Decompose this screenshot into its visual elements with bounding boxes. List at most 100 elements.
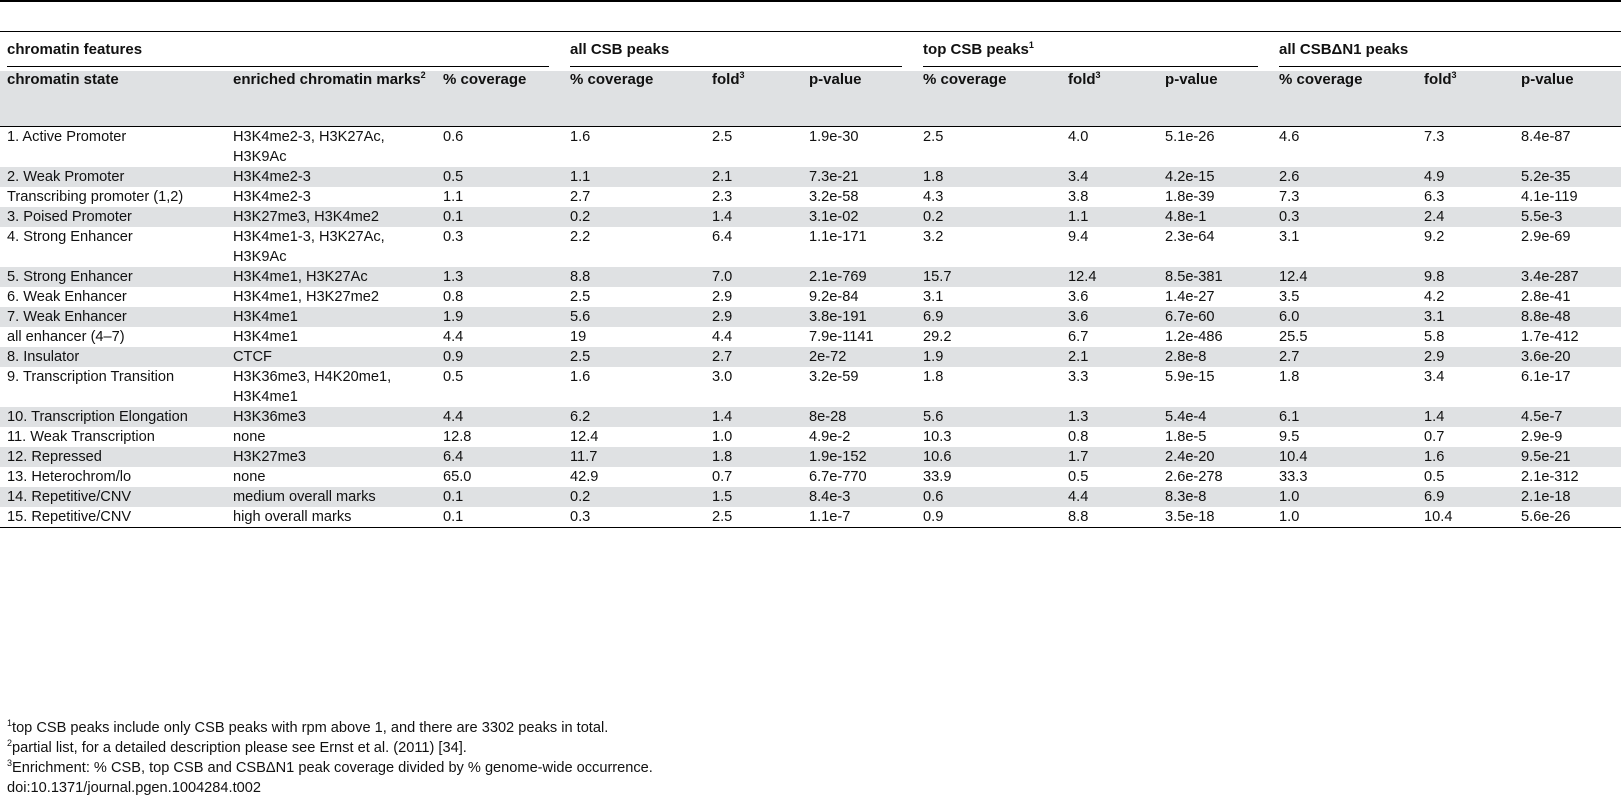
table-cell: 4.4 xyxy=(443,329,464,345)
table-cell: 12.8 xyxy=(443,429,472,445)
table-cell: 2. Weak Promoter xyxy=(0,167,226,187)
table-cell: H3K4me2-3 xyxy=(233,189,311,205)
table-row: 1. Active Promoter H3K4me2-3, H3K27Ac, H3… xyxy=(0,127,1621,168)
table-cell: 4.8e-1 xyxy=(1158,207,1273,227)
table-cell: 12.4 xyxy=(570,429,599,445)
table-cell: 3.1 xyxy=(923,289,944,305)
column-header: % coverage xyxy=(1272,71,1418,127)
table-cell: 13. Heterochrom/lo xyxy=(7,469,132,485)
table-cell: 9.5e-21 xyxy=(1514,447,1621,467)
table-cell: 2e-72 xyxy=(802,347,917,367)
table-cell: 2.5 xyxy=(712,129,733,145)
column-header: % coverage xyxy=(563,71,705,127)
column-header-row: chromatin state enriched chromatin marks2… xyxy=(0,71,1621,127)
table-cell: 1.4e-27 xyxy=(1165,289,1215,305)
column-header: p-value xyxy=(1158,71,1273,127)
table-row: 15. Repetitive/CNV high overall marks 0.1 0… xyxy=(0,507,1621,528)
table-cell: 1.8 xyxy=(1279,369,1300,385)
table-cell: 4.5e-7 xyxy=(1514,407,1621,427)
table-cell: 6.3 xyxy=(1424,189,1445,205)
table-row: Transcribing promoter (1,2) H3K4me2-3 1.1 2… xyxy=(0,187,1621,207)
table-footnotes: 1top CSB peaks include only CSB peaks wi… xyxy=(7,718,653,798)
group-header-all-csb-peaks: all CSB peaks xyxy=(563,31,917,71)
table-row: 9. Transcription Transition H3K36me3, H4K… xyxy=(0,367,1621,407)
table-cell: 7.3e-21 xyxy=(802,167,917,187)
table-cell: 1.5 xyxy=(705,487,802,507)
table-cell: Transcribing promoter (1,2) xyxy=(7,189,184,205)
table-cell: 19 xyxy=(570,329,587,345)
table-cell: H3K4me2-3, H3K27Ac, H3K9Ac xyxy=(233,129,385,165)
table-cell: 3.3 xyxy=(1068,369,1089,385)
table-cell: 11.7 xyxy=(563,447,705,467)
column-header: fold3 xyxy=(705,71,802,127)
table-cell: 1.1e-171 xyxy=(809,229,867,245)
table-row: 13. Heterochrom/lo none 65.0 42.9 0.7 6.7e-77… xyxy=(0,467,1621,487)
table-cell: 1.9 xyxy=(436,307,563,327)
table-cell: 0.1 xyxy=(436,207,563,227)
table-cell: 3.4e-287 xyxy=(1514,267,1621,287)
column-header: enriched chromatin marks2 xyxy=(226,71,436,127)
table-row: all enhancer (4–7) H3K4me1 4.4 19 4.4 7.9e-11… xyxy=(0,327,1621,347)
table-cell: H3K4me1 xyxy=(226,307,436,327)
table-cell: 33.3 xyxy=(1279,469,1308,485)
table-cell: 0.1 xyxy=(436,507,563,528)
column-header: % coverage xyxy=(436,71,563,127)
table-cell: 5.8 xyxy=(1424,329,1445,345)
table-cell: 8.8 xyxy=(1061,507,1159,528)
top-rule xyxy=(0,0,1621,2)
table-cell: 3.8e-191 xyxy=(802,307,917,327)
table-cell: 1.4 xyxy=(705,207,802,227)
table-cell: 4.3 xyxy=(923,189,944,205)
table-cell: 3.4 xyxy=(1424,369,1445,385)
table-cell: 10. Transcription Elongation xyxy=(0,407,226,427)
table-cell: 1.8 xyxy=(916,167,1062,187)
table-cell: 1.8 xyxy=(705,447,802,467)
table-cell: 2.9 xyxy=(712,289,733,305)
table-cell: 7.9e-1141 xyxy=(809,329,874,345)
table-cell: H3K4me1 xyxy=(233,329,298,345)
table-row: 12. Repressed H3K27me3 6.4 11.7 1.8 1.9e-152 1… xyxy=(0,447,1621,467)
table-cell: 2.5 xyxy=(563,347,705,367)
table-cell: 3.4 xyxy=(1061,167,1159,187)
table-cell: 6.1 xyxy=(1272,407,1418,427)
table-cell: 6.9 xyxy=(916,307,1062,327)
table-cell: 0.9 xyxy=(916,507,1062,528)
table-cell: 4.4 xyxy=(436,407,563,427)
table-cell: 25.5 xyxy=(1279,329,1308,345)
table-cell: 1.2e-486 xyxy=(1165,329,1223,345)
table-cell: 4. Strong Enhancer xyxy=(7,229,133,245)
table-cell: 2.1 xyxy=(1061,347,1159,367)
table-cell: 4.2 xyxy=(1424,289,1445,305)
group-header-all-csbdn1-peaks: all CSBΔN1 peaks xyxy=(1272,31,1621,71)
table-cell: 3.5e-18 xyxy=(1158,507,1273,528)
table-cell: 3.1 xyxy=(1417,307,1515,327)
table-row: 2. Weak Promoter H3K4me2-3 0.5 1.1 2.1 7.3e-2… xyxy=(0,167,1621,187)
table-cell: 0.1 xyxy=(436,487,563,507)
table-cell: 5.1e-26 xyxy=(1165,129,1215,145)
table-cell: 2.8e-41 xyxy=(1521,289,1571,305)
table-cell: 1.3 xyxy=(1061,407,1159,427)
table-cell: 1.4 xyxy=(705,407,802,427)
table-cell: 6.4 xyxy=(712,229,733,245)
table-cell: 0.6 xyxy=(916,487,1062,507)
table-cell: 12.4 xyxy=(1272,267,1418,287)
table-cell: 2.9 xyxy=(705,307,802,327)
table-cell: 2.4e-20 xyxy=(1158,447,1273,467)
table-cell: 1.6 xyxy=(570,129,591,145)
table-cell: 1.0 xyxy=(1272,507,1418,528)
table-cell: none xyxy=(233,469,266,485)
table-cell: 11. Weak Transcription xyxy=(7,429,155,445)
table-cell: 6. Weak Enhancer xyxy=(7,289,127,305)
table-row: 8. Insulator CTCF 0.9 2.5 2.7 2e-72 1.9 2.1 2.8e… xyxy=(0,347,1621,367)
table-cell: 14. Repetitive/CNV xyxy=(0,487,226,507)
table-cell: 1.1 xyxy=(1061,207,1159,227)
table-cell: 12. Repressed xyxy=(0,447,226,467)
table-cell: 0.8 xyxy=(443,289,464,305)
table-cell: 3.5 xyxy=(1279,289,1300,305)
table-cell: 5.6 xyxy=(563,307,705,327)
group-header-chromatin-features: chromatin features xyxy=(0,31,563,71)
table-cell: 5.4e-4 xyxy=(1158,407,1273,427)
table-row: 3. Poised Promoter H3K27me3, H3K4me2 0.1 0.… xyxy=(0,207,1621,227)
table-cell: 8.4e-87 xyxy=(1521,129,1571,145)
table-cell: 4.2e-15 xyxy=(1158,167,1273,187)
